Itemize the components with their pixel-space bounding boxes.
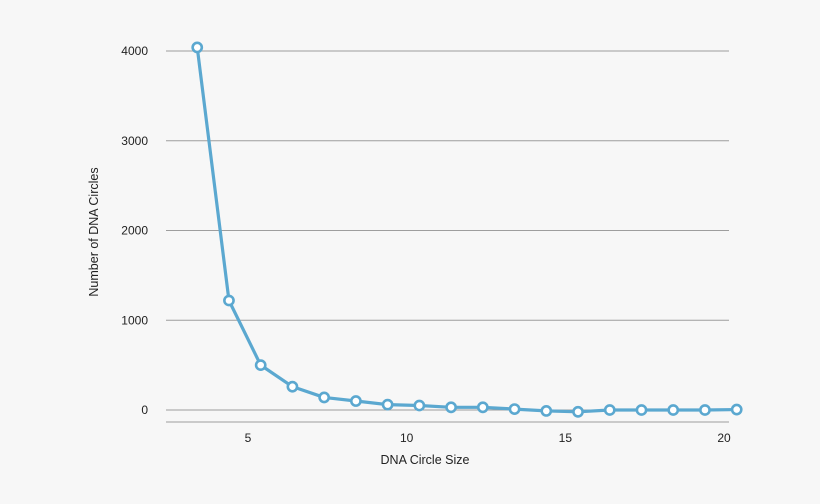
data-point: [508, 403, 521, 416]
data-point: [445, 401, 457, 414]
y-tick-label: 1000: [121, 313, 148, 327]
y-tick-label: 4000: [121, 44, 148, 58]
data-point: [667, 404, 680, 416]
data-point: [476, 401, 489, 414]
grid: [166, 50, 729, 423]
series-line: [195, 47, 737, 414]
data-point: [413, 399, 426, 412]
data-point: [349, 395, 362, 407]
data-point: [286, 380, 299, 393]
data-point: [699, 404, 711, 416]
data-point: [191, 41, 204, 54]
data-point: [540, 404, 553, 417]
data-point: [223, 294, 235, 307]
data-point: [254, 359, 267, 372]
y-tick-label: 0: [141, 403, 148, 417]
x-tick-label: 20: [717, 431, 731, 445]
y-tick-label: 3000: [121, 134, 148, 148]
y-tick-label: 2000: [121, 224, 148, 238]
y-axis-title: Number of DNA Circles: [87, 167, 101, 296]
data-point: [635, 404, 648, 416]
data-point: [730, 403, 743, 416]
x-axis: 5 10 15 20: [245, 431, 731, 445]
data-point: [318, 391, 331, 404]
x-tick-label: 10: [400, 431, 414, 445]
x-axis-title: DNA Circle Size: [381, 453, 470, 467]
x-tick-label: 15: [559, 431, 573, 445]
data-point: [603, 404, 616, 416]
y-axis: 0 1000 2000 3000 4000: [121, 44, 148, 417]
data-point: [572, 405, 584, 418]
data-point: [381, 398, 394, 411]
series-layer: [191, 41, 743, 418]
x-tick-label: 5: [245, 431, 252, 445]
